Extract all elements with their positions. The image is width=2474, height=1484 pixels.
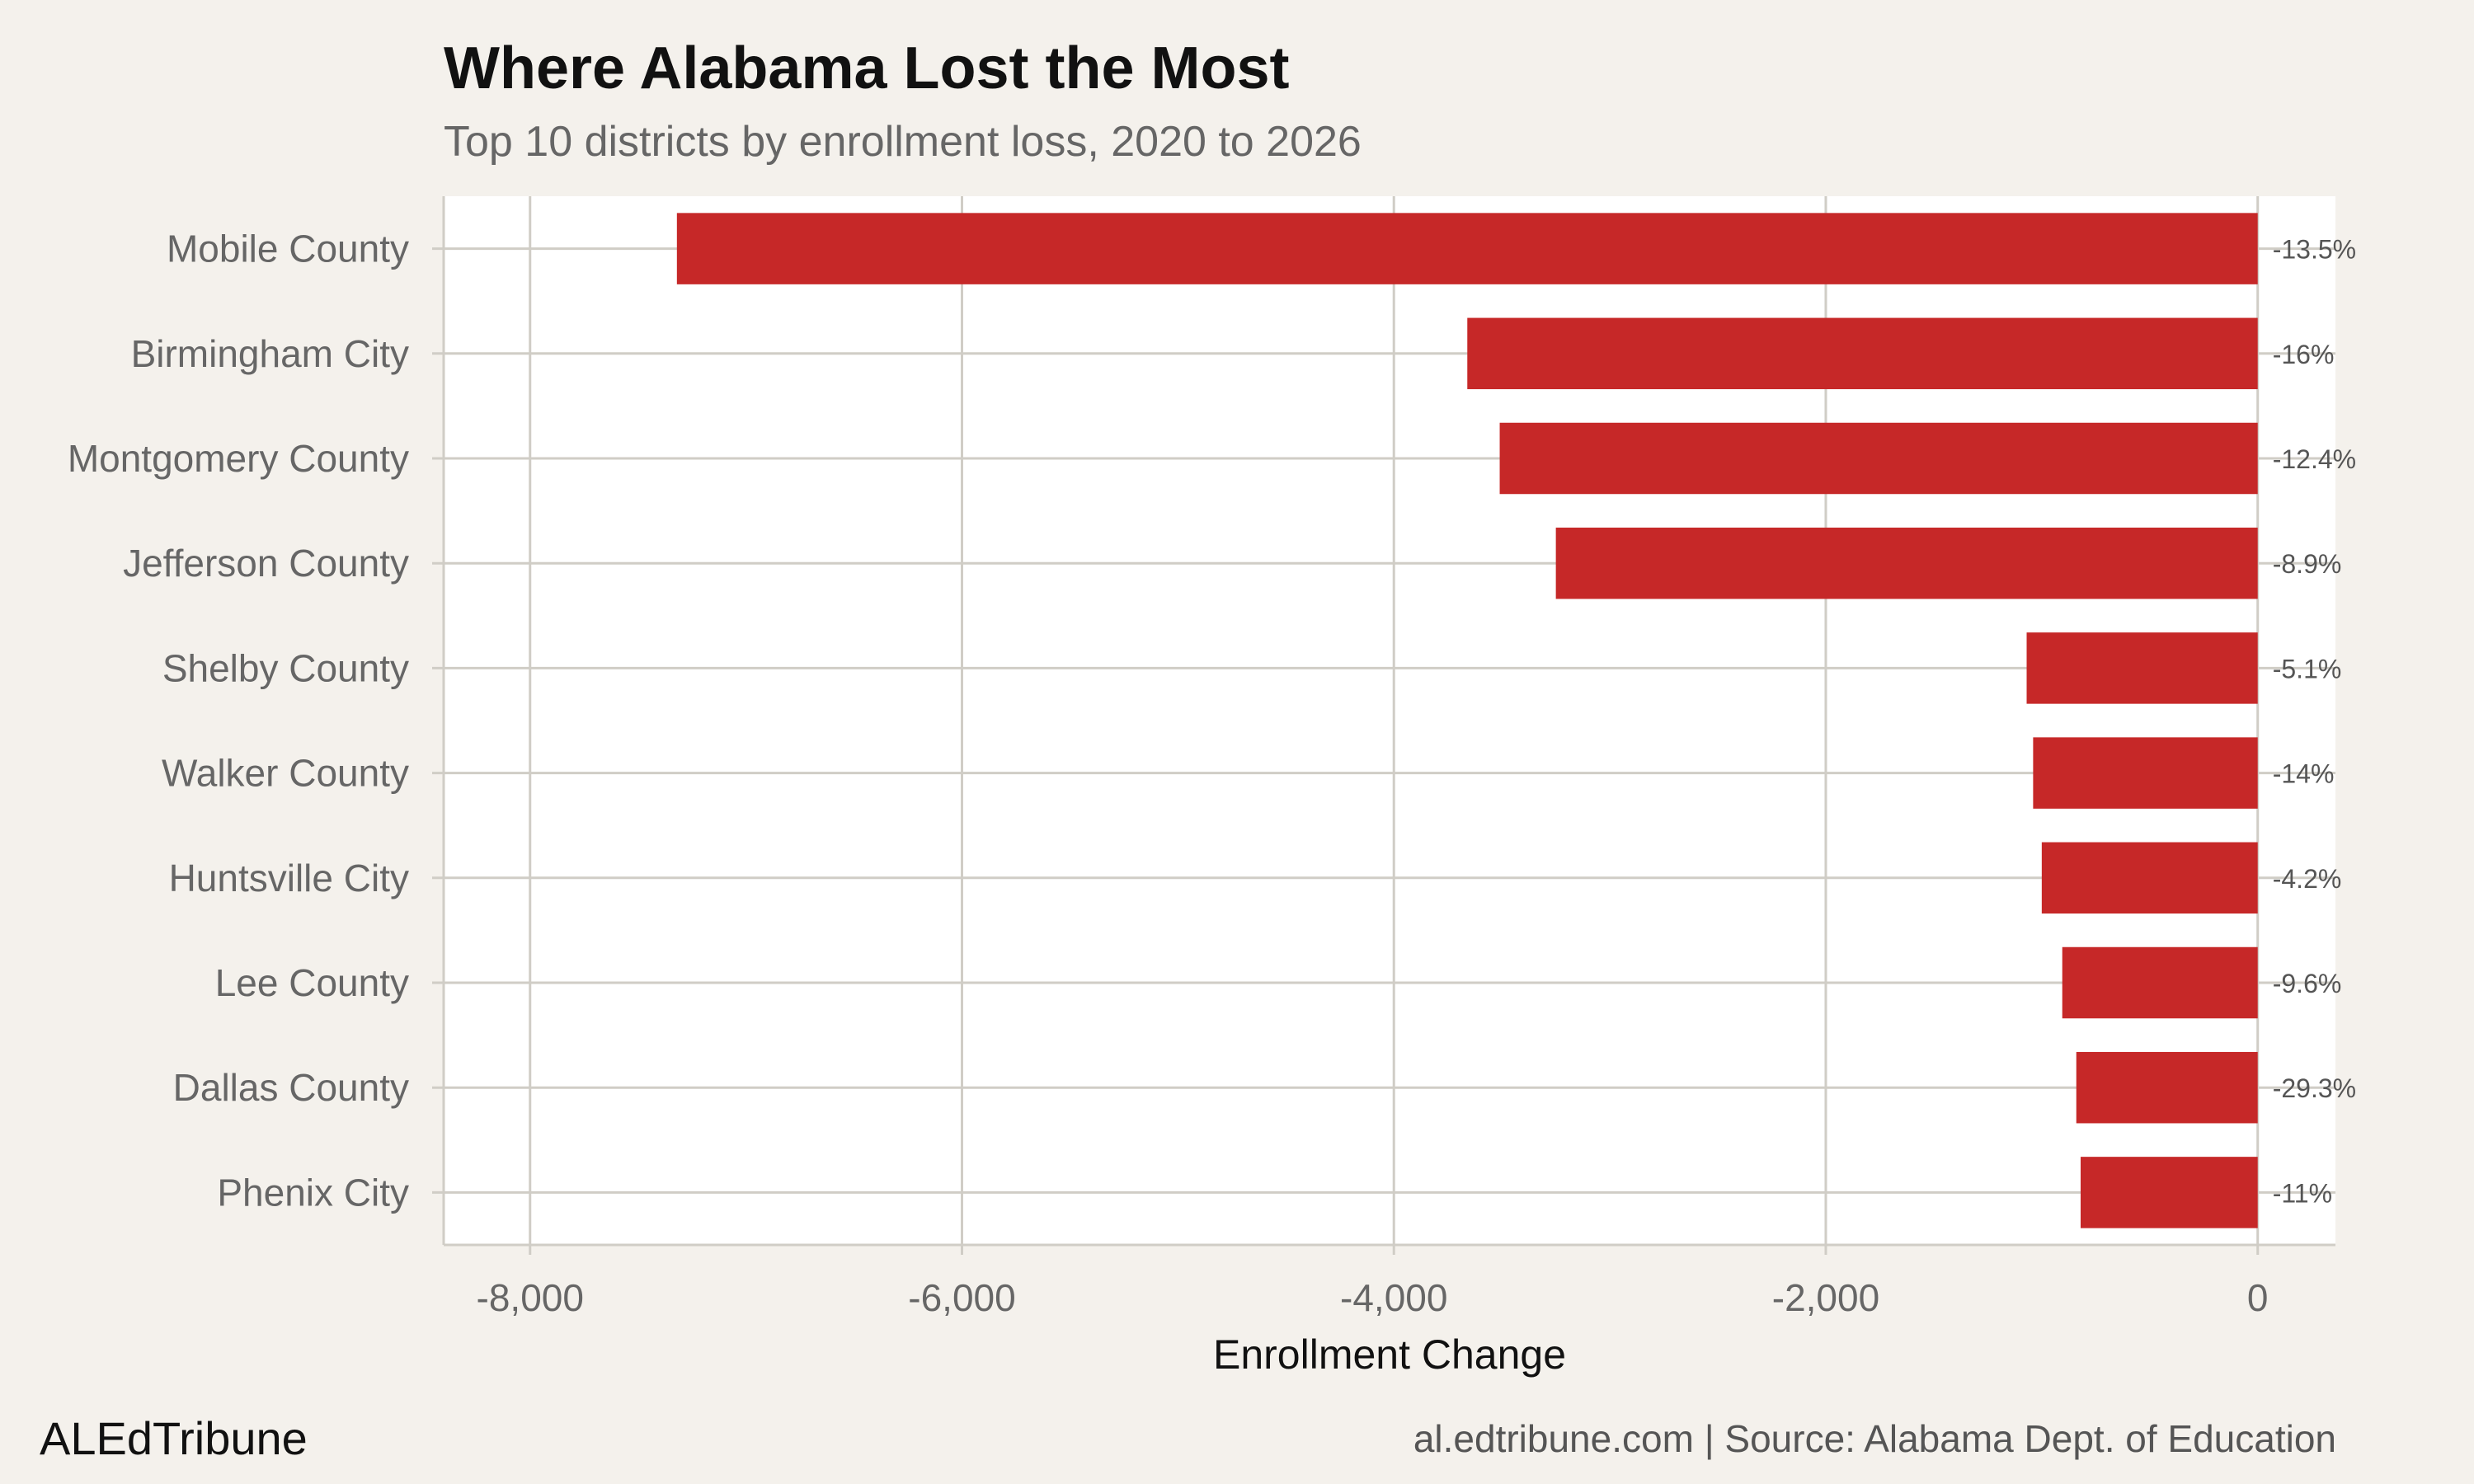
- chart-title: Where Alabama Lost the Most: [444, 35, 1290, 101]
- category-label: Dallas County: [173, 1066, 409, 1109]
- pct-change-label: -13.5%: [2273, 235, 2356, 265]
- category-label: Birmingham City: [131, 332, 409, 375]
- pct-change-label: -9.6%: [2273, 969, 2342, 998]
- category-label: Lee County: [215, 961, 409, 1004]
- bar-mobile-county: [676, 213, 2258, 284]
- source-caption: al.edtribune.com | Source: Alabama Dept.…: [1413, 1417, 2336, 1460]
- x-tick-label: -8,000: [477, 1276, 584, 1319]
- bar-birmingham-city: [1467, 317, 2258, 390]
- pct-change-label: -11%: [2273, 1178, 2332, 1208]
- category-label: Mobile County: [167, 228, 409, 270]
- bar-dallas-county: [2076, 1051, 2258, 1124]
- x-axis-labels: -8,000 -6,000 -4,000 -2,000 0: [477, 1276, 2269, 1319]
- category-label: Montgomery County: [68, 437, 409, 480]
- category-label: Shelby County: [162, 646, 409, 689]
- category-label: Jefferson County: [123, 542, 409, 585]
- pct-labels: -13.5% -16% -12.4% -8.9% -5.1% -14% -4.2% -9.6%…: [2273, 235, 2356, 1209]
- x-tick-label: 0: [2247, 1276, 2269, 1319]
- brand-logo-text: ALEdTribune: [40, 1412, 308, 1464]
- y-axis-labels: Mobile County Birmingham City Montgomery C…: [68, 228, 409, 1214]
- pct-change-label: -12.4%: [2273, 444, 2356, 474]
- chart-subtitle: Top 10 districts by enrollment loss, 202…: [444, 118, 1362, 166]
- bar-phenix-city: [2080, 1157, 2258, 1228]
- pct-change-label: -29.3%: [2273, 1073, 2356, 1103]
- bar-lee-county: [2062, 946, 2258, 1019]
- bar-montgomery-county: [1499, 422, 2258, 495]
- bar-series: [676, 213, 2258, 1228]
- x-tick-label: -6,000: [908, 1276, 1015, 1319]
- category-label: Phenix City: [217, 1171, 409, 1214]
- pct-change-label: -8.9%: [2273, 549, 2342, 579]
- bar-walker-county: [2033, 737, 2258, 809]
- bar-jefferson-county: [1555, 527, 2258, 599]
- x-axis-title: Enrollment Change: [1213, 1331, 1566, 1378]
- pct-change-label: -5.1%: [2273, 654, 2342, 683]
- category-label: Walker County: [162, 752, 409, 795]
- pct-change-label: -14%: [2273, 759, 2335, 789]
- x-tick-label: -2,000: [1772, 1276, 1879, 1319]
- bar-shelby-county: [2026, 632, 2258, 704]
- x-tick-label: -4,000: [1340, 1276, 1447, 1319]
- pct-change-label: -4.2%: [2273, 864, 2342, 894]
- bar-huntsville-city: [2041, 842, 2258, 914]
- pct-change-label: -16%: [2273, 340, 2335, 369]
- category-label: Huntsville City: [169, 857, 409, 899]
